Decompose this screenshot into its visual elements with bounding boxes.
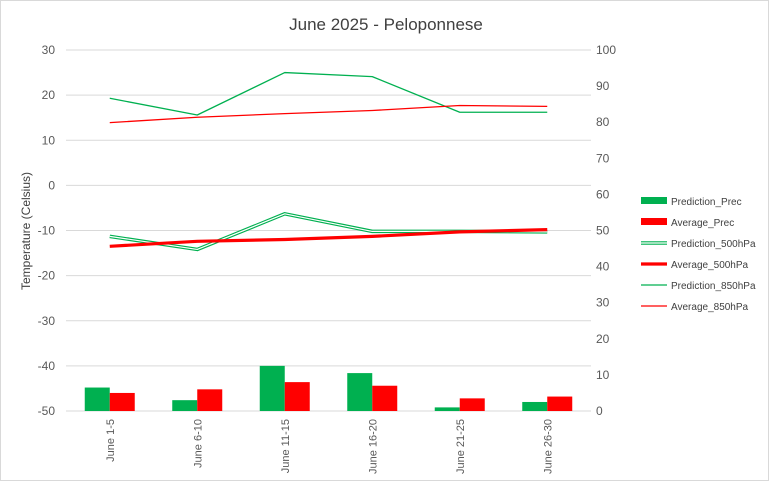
bars (84, 365, 573, 411)
left-tick-label: 0 (48, 178, 55, 192)
right-tick-label: 90 (596, 79, 610, 93)
bar-average-prec (459, 398, 485, 411)
right-tick-label: 100 (596, 43, 616, 57)
bar-average-prec (284, 382, 310, 411)
line-average-500hpa (109, 227, 548, 248)
chart-title: June 2025 - Peloponnese (289, 15, 483, 34)
legend-prediction-850hpa-label: Prediction_850hPa (671, 281, 756, 292)
bar-prediction-prec (347, 373, 373, 411)
x-tick-label: June 21-25 (455, 419, 467, 474)
bar-average-prec (372, 385, 398, 411)
left-tick-label: -40 (38, 359, 56, 373)
line-average-850hpa (109, 104, 548, 124)
x-tick-label: June 26-30 (542, 419, 554, 474)
bar-prediction-prec (434, 407, 460, 411)
right-tick-label: 60 (596, 187, 610, 201)
left-tick-label: -50 (38, 404, 56, 418)
x-tick-label: June 6-10 (192, 419, 204, 468)
bar-prediction-prec (84, 387, 110, 411)
right-tick-label: 20 (596, 332, 610, 346)
legend-average-prec-label: Average_Prec (671, 218, 734, 229)
gridlines (66, 49, 591, 412)
x-tick-label: June 11-15 (280, 419, 292, 473)
right-tick-label: 40 (596, 260, 610, 274)
y-axis-label: Temperature (Celsius) (19, 172, 33, 290)
legend-prediction-prec-swatch (641, 197, 667, 204)
legend-average-500hpa-label: Average_500hPa (671, 260, 749, 271)
bar-average-prec (109, 392, 135, 411)
x-tick-label: June 16-20 (367, 419, 379, 474)
legend-average-prec-swatch (641, 218, 667, 225)
left-tick-label: 20 (42, 88, 56, 102)
right-tick-label: 10 (596, 368, 610, 382)
bar-prediction-prec (522, 401, 548, 411)
bar-prediction-prec (259, 365, 285, 411)
left-axis-ticks: 30 20 10 0 -10 -20 -30 -40 -50 (38, 43, 56, 418)
left-tick-label: -20 (38, 269, 56, 283)
x-tick-label: June 1-5 (105, 419, 117, 462)
right-tick-label: 30 (596, 296, 610, 310)
left-tick-label: 10 (42, 133, 56, 147)
bar-average-prec (197, 389, 223, 411)
left-tick-label: -10 (38, 224, 56, 238)
right-tick-label: 0 (596, 404, 603, 418)
bar-prediction-prec (172, 400, 198, 411)
lines (109, 71, 548, 252)
line-prediction-850hpa (109, 71, 548, 116)
x-axis-ticks: June 1-5 June 6-10 June 11-15 June 16-20 Jun… (105, 419, 555, 474)
legend-prediction-500hpa-label: Prediction_500hPa (671, 239, 756, 250)
left-tick-label: -30 (38, 314, 56, 328)
right-tick-label: 70 (596, 151, 610, 165)
bar-average-prec (547, 396, 573, 411)
right-tick-label: 80 (596, 115, 610, 129)
legend: Prediction_Prec Average_Prec Prediction_50… (641, 197, 756, 313)
right-tick-label: 50 (596, 224, 610, 238)
legend-average-850hpa-label: Average_850hPa (671, 302, 749, 313)
left-tick-label: 30 (42, 43, 56, 57)
legend-prediction-prec-label: Prediction_Prec (671, 197, 742, 208)
